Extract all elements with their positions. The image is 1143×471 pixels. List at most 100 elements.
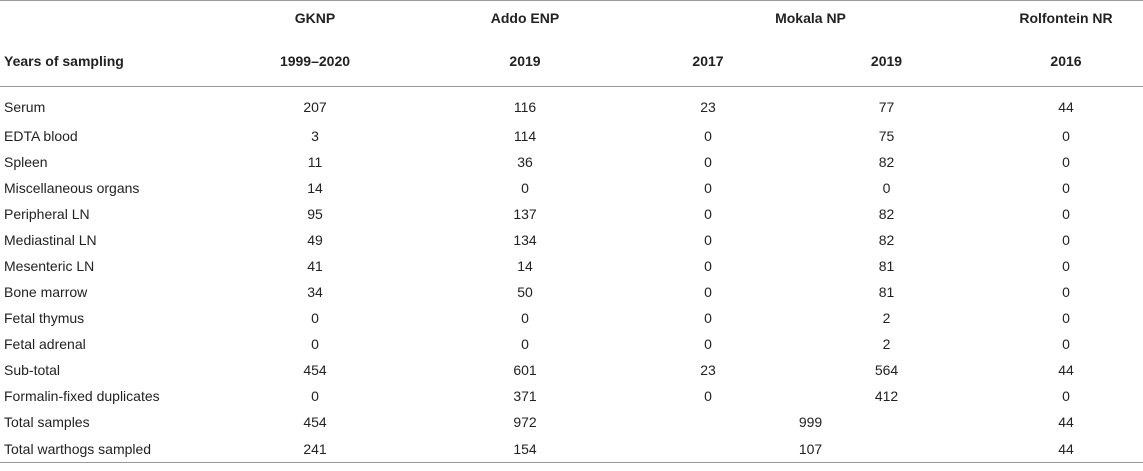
- cell-value: 49: [307, 232, 323, 248]
- cell-value: 11: [307, 154, 323, 170]
- header-year-mokala-2019: 2019: [784, 35, 989, 87]
- header-row-label: Years of sampling: [0, 35, 212, 87]
- cell-value: 82: [878, 232, 895, 248]
- header-empty-cell: [0, 0, 212, 35]
- cell-value: 0: [1062, 388, 1070, 404]
- cell-value: 0: [704, 154, 712, 170]
- cell-value: 0: [1062, 336, 1070, 352]
- cell-value: 3: [311, 128, 319, 144]
- header-park-gknp: GKNP: [212, 0, 418, 35]
- cell-value: 564: [874, 362, 899, 378]
- cell-value: 0: [311, 310, 319, 326]
- cell-value: 2: [882, 310, 891, 326]
- cell-value: 412: [874, 388, 899, 404]
- row-label: Total samples: [4, 414, 90, 430]
- cell-value: 0: [1062, 232, 1070, 248]
- table-row: Mediastinal LN 49 134 0 82 0: [0, 227, 1143, 253]
- cell-value: 0: [311, 388, 319, 404]
- table-row: Fetal adrenal 0 0 0 2 0: [0, 331, 1143, 357]
- table-row: Fetal thymus 0 0 0 2 0: [0, 305, 1143, 331]
- cell-value-gknp: 241: [212, 435, 418, 463]
- table-row: Sub-total 454 601 23 564 44: [0, 357, 1143, 383]
- cell-value: 0: [1062, 310, 1070, 326]
- cell-value: 0: [521, 336, 529, 352]
- table-row: Serum 207 116 23 77 44: [0, 87, 1143, 124]
- table-row: Formalin-fixed duplicates 0 371 0 412 0: [0, 383, 1143, 409]
- cell-value: 0: [882, 180, 891, 196]
- cell-value: 207: [303, 99, 327, 115]
- cell-value: 77: [878, 99, 895, 115]
- cell-value: 75: [878, 128, 895, 144]
- cell-value: 114: [513, 128, 537, 144]
- row-label: Peripheral LN: [4, 206, 90, 222]
- total-row: Total samples 454 972 999 44: [0, 409, 1143, 435]
- cell-value: 34: [307, 284, 323, 300]
- header-row-years: Years of sampling 1999–2020 2019 2017 20…: [0, 35, 1143, 87]
- row-label: Sub-total: [4, 362, 61, 378]
- row-label: Fetal adrenal: [4, 336, 86, 352]
- cell-value: 0: [1062, 258, 1070, 274]
- cell-value: 0: [1062, 128, 1070, 144]
- cell-value: 134: [513, 232, 537, 248]
- cell-value: 137: [513, 206, 537, 222]
- header-park-addo: Addo ENP: [418, 0, 632, 35]
- cell-value-addo: 972: [513, 414, 537, 430]
- header-park-rolfontein: Rolfontein NR: [989, 0, 1143, 35]
- header-year-mokala-2017: 2017: [632, 35, 784, 87]
- row-label: Bone marrow: [4, 284, 88, 300]
- cell-value: 81: [878, 258, 895, 274]
- cell-value-rolfontein: 44: [989, 435, 1143, 463]
- header-year-rolfontein: 2016: [989, 35, 1143, 87]
- cell-value-addo: 154: [418, 435, 632, 463]
- row-label: Spleen: [4, 154, 48, 170]
- cell-value: 0: [704, 206, 712, 222]
- header-park-mokala: Mokala NP: [632, 0, 989, 35]
- cell-value: 0: [1062, 180, 1070, 196]
- cell-value: 14: [307, 180, 323, 196]
- row-label: Mesenteric LN: [4, 258, 95, 274]
- cell-value: 0: [704, 180, 712, 196]
- row-label: Mediastinal LN: [4, 232, 97, 248]
- cell-value: 601: [513, 362, 537, 378]
- cell-value: 82: [878, 154, 895, 170]
- table-row: Mesenteric LN 41 14 0 81 0: [0, 253, 1143, 279]
- cell-value: 0: [704, 128, 712, 144]
- cell-value-mokala: 107: [632, 435, 989, 463]
- cell-value: 454: [303, 362, 327, 378]
- cell-value: 95: [307, 206, 323, 222]
- table-row: Miscellaneous organs 14 0 0 0 0: [0, 175, 1143, 201]
- cell-value: 371: [513, 388, 537, 404]
- cell-value-rolfontein: 44: [1058, 414, 1074, 430]
- cell-value-gknp: 454: [303, 414, 327, 430]
- cell-value: 44: [1058, 362, 1074, 378]
- table-row: EDTA blood 3 114 0 75 0: [0, 123, 1143, 149]
- header-row-parks: GKNP Addo ENP Mokala NP Rolfontein NR: [0, 0, 1143, 35]
- cell-value: 50: [517, 284, 533, 300]
- cell-value: 0: [704, 310, 712, 326]
- cell-value: 44: [1058, 99, 1074, 115]
- cell-value: 2: [882, 336, 891, 352]
- cell-value: 116: [513, 99, 537, 115]
- header-year-addo: 2019: [418, 35, 632, 87]
- cell-value: 0: [521, 310, 529, 326]
- row-label: EDTA blood: [4, 128, 78, 144]
- cell-value: 41: [307, 258, 323, 274]
- total-row: Total warthogs sampled 241 154 107 44: [0, 435, 1143, 463]
- row-label: Total warthogs sampled: [0, 435, 212, 463]
- row-label: Fetal thymus: [4, 310, 85, 326]
- cell-value-mokala: 999: [798, 414, 823, 430]
- cell-value: 0: [1062, 206, 1070, 222]
- cell-value: 0: [1062, 284, 1070, 300]
- cell-value: 81: [878, 284, 895, 300]
- row-label: Miscellaneous organs: [4, 180, 140, 196]
- cell-value: 0: [311, 336, 319, 352]
- cell-value: 14: [517, 258, 533, 274]
- cell-value: 82: [878, 206, 895, 222]
- cell-value: 0: [704, 232, 712, 248]
- table-row: Peripheral LN 95 137 0 82 0: [0, 201, 1143, 227]
- cell-value: 0: [1062, 154, 1070, 170]
- cell-value: 0: [704, 284, 712, 300]
- row-label: Serum: [4, 99, 46, 115]
- cell-value: 0: [704, 258, 712, 274]
